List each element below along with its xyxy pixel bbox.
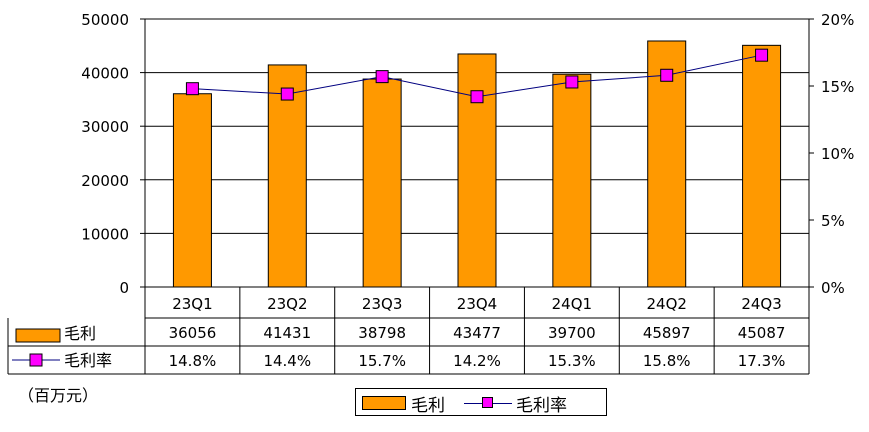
data-label: 45897: [643, 324, 691, 342]
y-right-tick-label: 0%: [821, 279, 845, 297]
data-label: 17.3%: [738, 352, 786, 370]
table-row-label-gross-margin: 毛利率: [64, 351, 112, 370]
data-label: 36056: [169, 324, 217, 342]
legend-swatch-line: [464, 396, 512, 410]
y-right-tick-label: 20%: [821, 11, 854, 29]
data-label: 15.8%: [643, 352, 691, 370]
data-label: 38798: [358, 324, 406, 342]
x-category-label: 24Q1: [552, 295, 592, 313]
y-right-tick-label: 10%: [821, 145, 854, 163]
bar: [172, 93, 212, 288]
x-category-label: 23Q1: [172, 295, 212, 313]
line-marker: [185, 82, 199, 96]
line-marker: [470, 90, 484, 104]
y-left-tick-label: 30000: [81, 118, 129, 136]
legend-swatch-bar: [362, 396, 406, 410]
legend-label-gross-profit: 毛利: [411, 395, 445, 416]
y-left-tick-label: 0: [119, 279, 129, 297]
x-category-label: 23Q2: [267, 295, 307, 313]
legend-item-gross-profit: 毛利: [362, 391, 445, 416]
data-label: 39700: [548, 324, 596, 342]
y-left-tick-label: 50000: [81, 11, 129, 29]
x-category-label: 23Q3: [362, 295, 402, 313]
x-category-label: 24Q3: [741, 295, 781, 313]
y-left-tick-label: 10000: [81, 225, 129, 243]
data-label: 45087: [738, 324, 786, 342]
y-right-tick-label: 15%: [821, 78, 854, 96]
data-label: 15.3%: [548, 352, 596, 370]
table-swatch-marker: [29, 353, 43, 367]
data-label: 15.7%: [358, 352, 406, 370]
line-marker: [565, 75, 579, 89]
y-left-tick-label: 40000: [81, 65, 129, 83]
unit-label: （百万元）: [18, 386, 99, 405]
bar: [457, 53, 497, 288]
data-label: 14.8%: [169, 352, 217, 370]
table-row-label-gross-profit: 毛利: [64, 324, 96, 343]
data-label: 14.4%: [263, 352, 311, 370]
line-marker: [755, 48, 769, 62]
legend-item-gross-margin: 毛利率: [464, 391, 567, 416]
line-marker: [280, 87, 294, 101]
y-right-tick-label: 5%: [821, 212, 845, 230]
bar: [552, 73, 592, 288]
legend-label-gross-margin: 毛利率: [516, 395, 567, 416]
bar: [362, 78, 402, 288]
line-marker: [375, 70, 389, 84]
bar: [267, 64, 307, 288]
legend: 毛利 毛利率: [355, 388, 607, 416]
data-label: 41431: [263, 324, 311, 342]
line-marker: [660, 68, 674, 82]
data-label: 14.2%: [453, 352, 501, 370]
bar: [742, 44, 782, 288]
bar: [647, 40, 687, 288]
table-swatch-bar: [15, 328, 61, 343]
x-category-label: 24Q2: [646, 295, 686, 313]
data-label: 43477: [453, 324, 501, 342]
y-left-tick-label: 20000: [81, 172, 129, 190]
x-category-label: 23Q4: [457, 295, 497, 313]
